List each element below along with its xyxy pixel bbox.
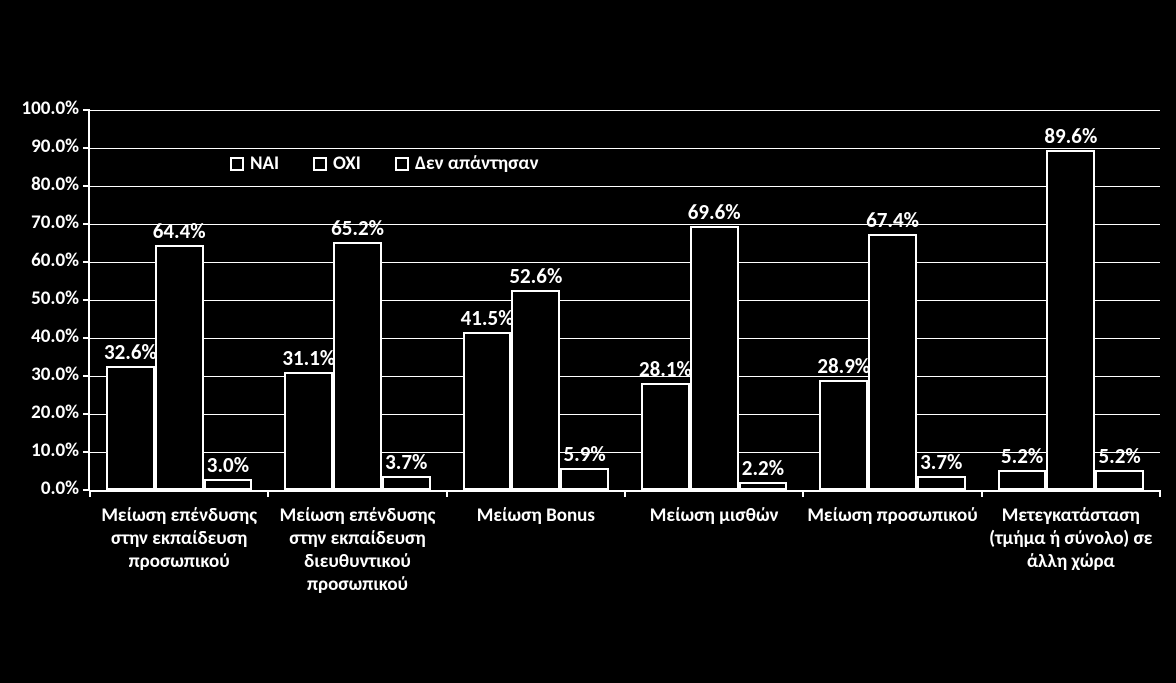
y-axis-label: 0.0% xyxy=(41,477,79,500)
bar-value-label: 3.7% xyxy=(385,449,427,475)
bar-value-label: 89.6% xyxy=(1044,123,1097,149)
bar xyxy=(560,468,609,490)
y-axis-label: 70.0% xyxy=(31,211,79,234)
gridline xyxy=(90,300,1160,301)
bar xyxy=(739,482,788,490)
legend-swatch xyxy=(313,157,327,171)
category-label: Μείωση προσωπικού xyxy=(807,504,978,527)
legend-label: ΟΧΙ xyxy=(333,152,361,175)
y-axis-label: 100.0% xyxy=(22,97,79,120)
bar xyxy=(868,234,917,490)
bar xyxy=(382,476,431,490)
bar-value-label: 52.6% xyxy=(509,263,562,289)
bar-value-label: 3.7% xyxy=(920,449,962,475)
legend-swatch xyxy=(230,157,244,171)
category-label: Μετεγκατάσταση (τμήμα ή σύνολο) σε άλλη … xyxy=(985,504,1156,573)
bar-value-label: 31.1% xyxy=(282,345,335,371)
gridline xyxy=(90,452,1160,453)
bar-value-label: 5.2% xyxy=(1001,443,1043,469)
legend-label: ΝΑΙ xyxy=(250,152,279,175)
y-axis-label: 40.0% xyxy=(31,325,79,348)
legend-item: ΝΑΙ xyxy=(230,152,279,175)
bar xyxy=(1046,150,1095,490)
bar xyxy=(155,245,204,490)
bar xyxy=(511,290,560,490)
bar xyxy=(1095,470,1144,490)
y-axis-label: 30.0% xyxy=(31,363,79,386)
bar xyxy=(204,479,253,490)
grouped-bar-chart: 0.0% 10.0% 20.0% 30.0% 40.0% 50.0% 60.0% 70.0% 8… xyxy=(0,0,1176,683)
y-axis-label: 20.0% xyxy=(31,401,79,424)
gridline xyxy=(90,110,1160,111)
category-label: Μείωση επένδυσης στην εκπαίδευση προσωπι… xyxy=(94,504,265,573)
gridline xyxy=(90,262,1160,263)
y-axis-label: 80.0% xyxy=(31,173,79,196)
bar-value-label: 3.0% xyxy=(207,452,249,478)
y-axis-label: 50.0% xyxy=(31,287,79,310)
x-tick xyxy=(1159,490,1161,497)
gridline xyxy=(90,414,1160,415)
gridline xyxy=(90,224,1160,225)
bar-value-label: 41.5% xyxy=(461,305,514,331)
bar-value-label: 5.2% xyxy=(1098,443,1140,469)
category-label: Μείωση επένδυσης στην εκπαίδευση διευθυν… xyxy=(272,504,443,596)
category-label: Μείωση μισθών xyxy=(629,504,800,527)
bar xyxy=(333,242,382,490)
legend-swatch xyxy=(395,157,409,171)
y-axis-label: 10.0% xyxy=(31,439,79,462)
bar xyxy=(641,383,690,490)
bar-value-label: 32.6% xyxy=(104,339,157,365)
legend-item: ΟΧΙ xyxy=(313,152,361,175)
x-tick xyxy=(446,490,448,497)
bar-value-label: 28.1% xyxy=(639,356,692,382)
x-tick xyxy=(89,490,91,497)
x-tick xyxy=(802,490,804,497)
legend-label: Δεν απάντησαν xyxy=(415,152,539,175)
gridline xyxy=(90,148,1160,149)
category-label: Μείωση Bonus xyxy=(450,504,621,527)
y-axis-label: 60.0% xyxy=(31,249,79,272)
gridline xyxy=(90,338,1160,339)
bar-value-label: 67.4% xyxy=(866,207,919,233)
bar xyxy=(998,470,1047,490)
bar-value-label: 2.2% xyxy=(742,455,784,481)
x-tick xyxy=(624,490,626,497)
bar xyxy=(284,372,333,490)
bar-value-label: 65.2% xyxy=(331,215,384,241)
gridline xyxy=(90,376,1160,377)
bar-value-label: 69.6% xyxy=(688,199,741,225)
bar xyxy=(463,332,512,490)
x-tick xyxy=(267,490,269,497)
y-axis-label: 90.0% xyxy=(31,135,79,158)
bar-value-label: 5.9% xyxy=(563,441,605,467)
bar xyxy=(819,380,868,490)
gridline xyxy=(90,186,1160,187)
bar xyxy=(106,366,155,490)
bar-value-label: 64.4% xyxy=(153,218,206,244)
y-axis xyxy=(88,110,90,490)
bar xyxy=(690,226,739,490)
legend-item: Δεν απάντησαν xyxy=(395,152,539,175)
bar xyxy=(917,476,966,490)
x-tick xyxy=(981,490,983,497)
bar-value-label: 28.9% xyxy=(817,353,870,379)
